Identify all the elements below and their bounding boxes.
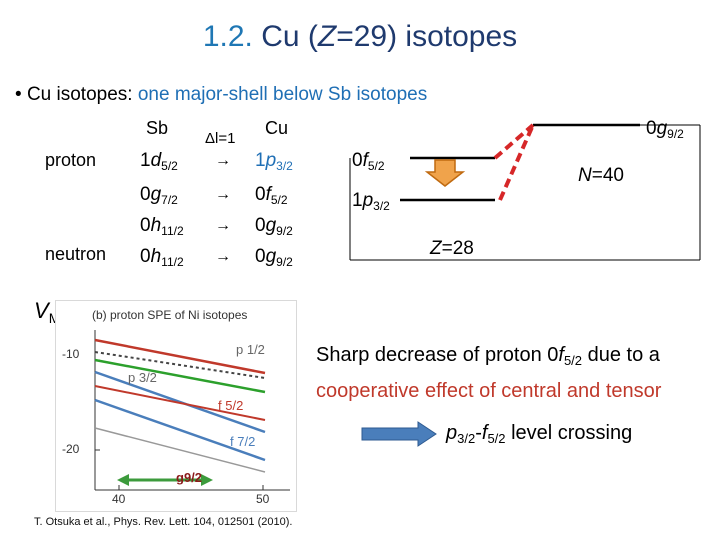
col-header-dl: Δl=1 [205, 130, 236, 147]
cu-orbital-0: 1p3/2 [255, 150, 293, 173]
label-p12: p 1/2 [236, 342, 265, 357]
title-number: 1.2. [202, 20, 253, 53]
note-line-2: cooperative effect of central and tensor [316, 380, 662, 402]
series-f52-red [94, 385, 266, 421]
label-z28: Z=28 [430, 238, 474, 259]
title-z: Z [317, 20, 337, 53]
col-header-sb: Sb [146, 118, 169, 138]
label-f72: f 7/2 [230, 434, 256, 449]
transition-arrow-1: → [215, 186, 231, 203]
sb-orbital-1: 0g7/2 [140, 184, 178, 207]
label-p32: p 3/2 [128, 370, 157, 385]
level-scheme [349, 123, 701, 261]
series-p32-green [94, 358, 266, 394]
citation: T. Otsuka et al., Phys. Rev. Lett. 104, … [34, 516, 293, 528]
series-f72-blue [94, 398, 266, 462]
series-p12-red [94, 338, 266, 375]
label-p32-level: 1p3/2 [352, 190, 390, 213]
cu-orbital-2: 0g9/2 [255, 215, 293, 238]
row-label-proton: proton [45, 150, 97, 170]
title-text-post: =29) isotopes [336, 20, 518, 53]
row-label-neutron: neutron [45, 244, 107, 264]
bullet-line: • Cu isotopes: one major-shell below Sb … [15, 84, 427, 106]
blue-right-arrow [361, 421, 437, 447]
transition-arrow-2: → [215, 217, 231, 234]
p32-to-g92-dash [498, 124, 535, 201]
bullet-symbol: • [15, 84, 22, 105]
level-crossing-text: p3/2-f5/2 level crossing [446, 422, 633, 446]
series-f72-gray [94, 427, 266, 473]
g92-arrow-left [117, 474, 129, 486]
title-text-pre: Cu ( [261, 20, 318, 53]
sb-orbital-2: 0h11/2 [140, 215, 184, 238]
note-line-1: Sharp decrease of proton 0f5/2 due to a [316, 344, 660, 368]
transition-arrow-0: → [215, 152, 231, 169]
label-n40: N=40 [578, 165, 624, 186]
y-tick-label-20: -20 [62, 442, 80, 456]
label-f52-level: 0f5/2 [352, 150, 385, 173]
sb-orbital-3: 0h11/2 [140, 246, 184, 269]
x-tick-label-50: 50 [256, 492, 270, 506]
spe-plot [94, 330, 290, 491]
slide-title: 1.2. Cu (Z=29) isotopes [0, 20, 720, 54]
g92-arrow-right [201, 474, 213, 486]
series-p12-dotted [94, 351, 266, 379]
sb-orbital-0: 1d5/2 [140, 150, 178, 173]
orange-down-arrow [424, 159, 466, 187]
label-g92-level: 0g9/2 [646, 118, 684, 141]
col-header-cu: Cu [265, 118, 289, 138]
explanation-note: Sharp decrease of proton 0f5/2 due to a … [316, 340, 716, 406]
plot-panel-title: (b) proton SPE of Ni isotopes [92, 308, 248, 322]
y-tick-label-10: -10 [62, 347, 80, 361]
transition-arrow-3: → [215, 248, 231, 265]
cu-orbital-3: 0g9/2 [255, 246, 293, 269]
cu-orbital-1: 0f5/2 [255, 184, 288, 207]
bullet-lead: Cu isotopes: [26, 84, 133, 105]
x-tick-label-40: 40 [112, 492, 126, 506]
label-f52: f 5/2 [218, 398, 244, 413]
bullet-highlight: one major-shell below Sb isotopes [137, 84, 428, 105]
label-g92: g9/2 [176, 470, 203, 485]
f52-to-g92-dash [493, 123, 535, 160]
